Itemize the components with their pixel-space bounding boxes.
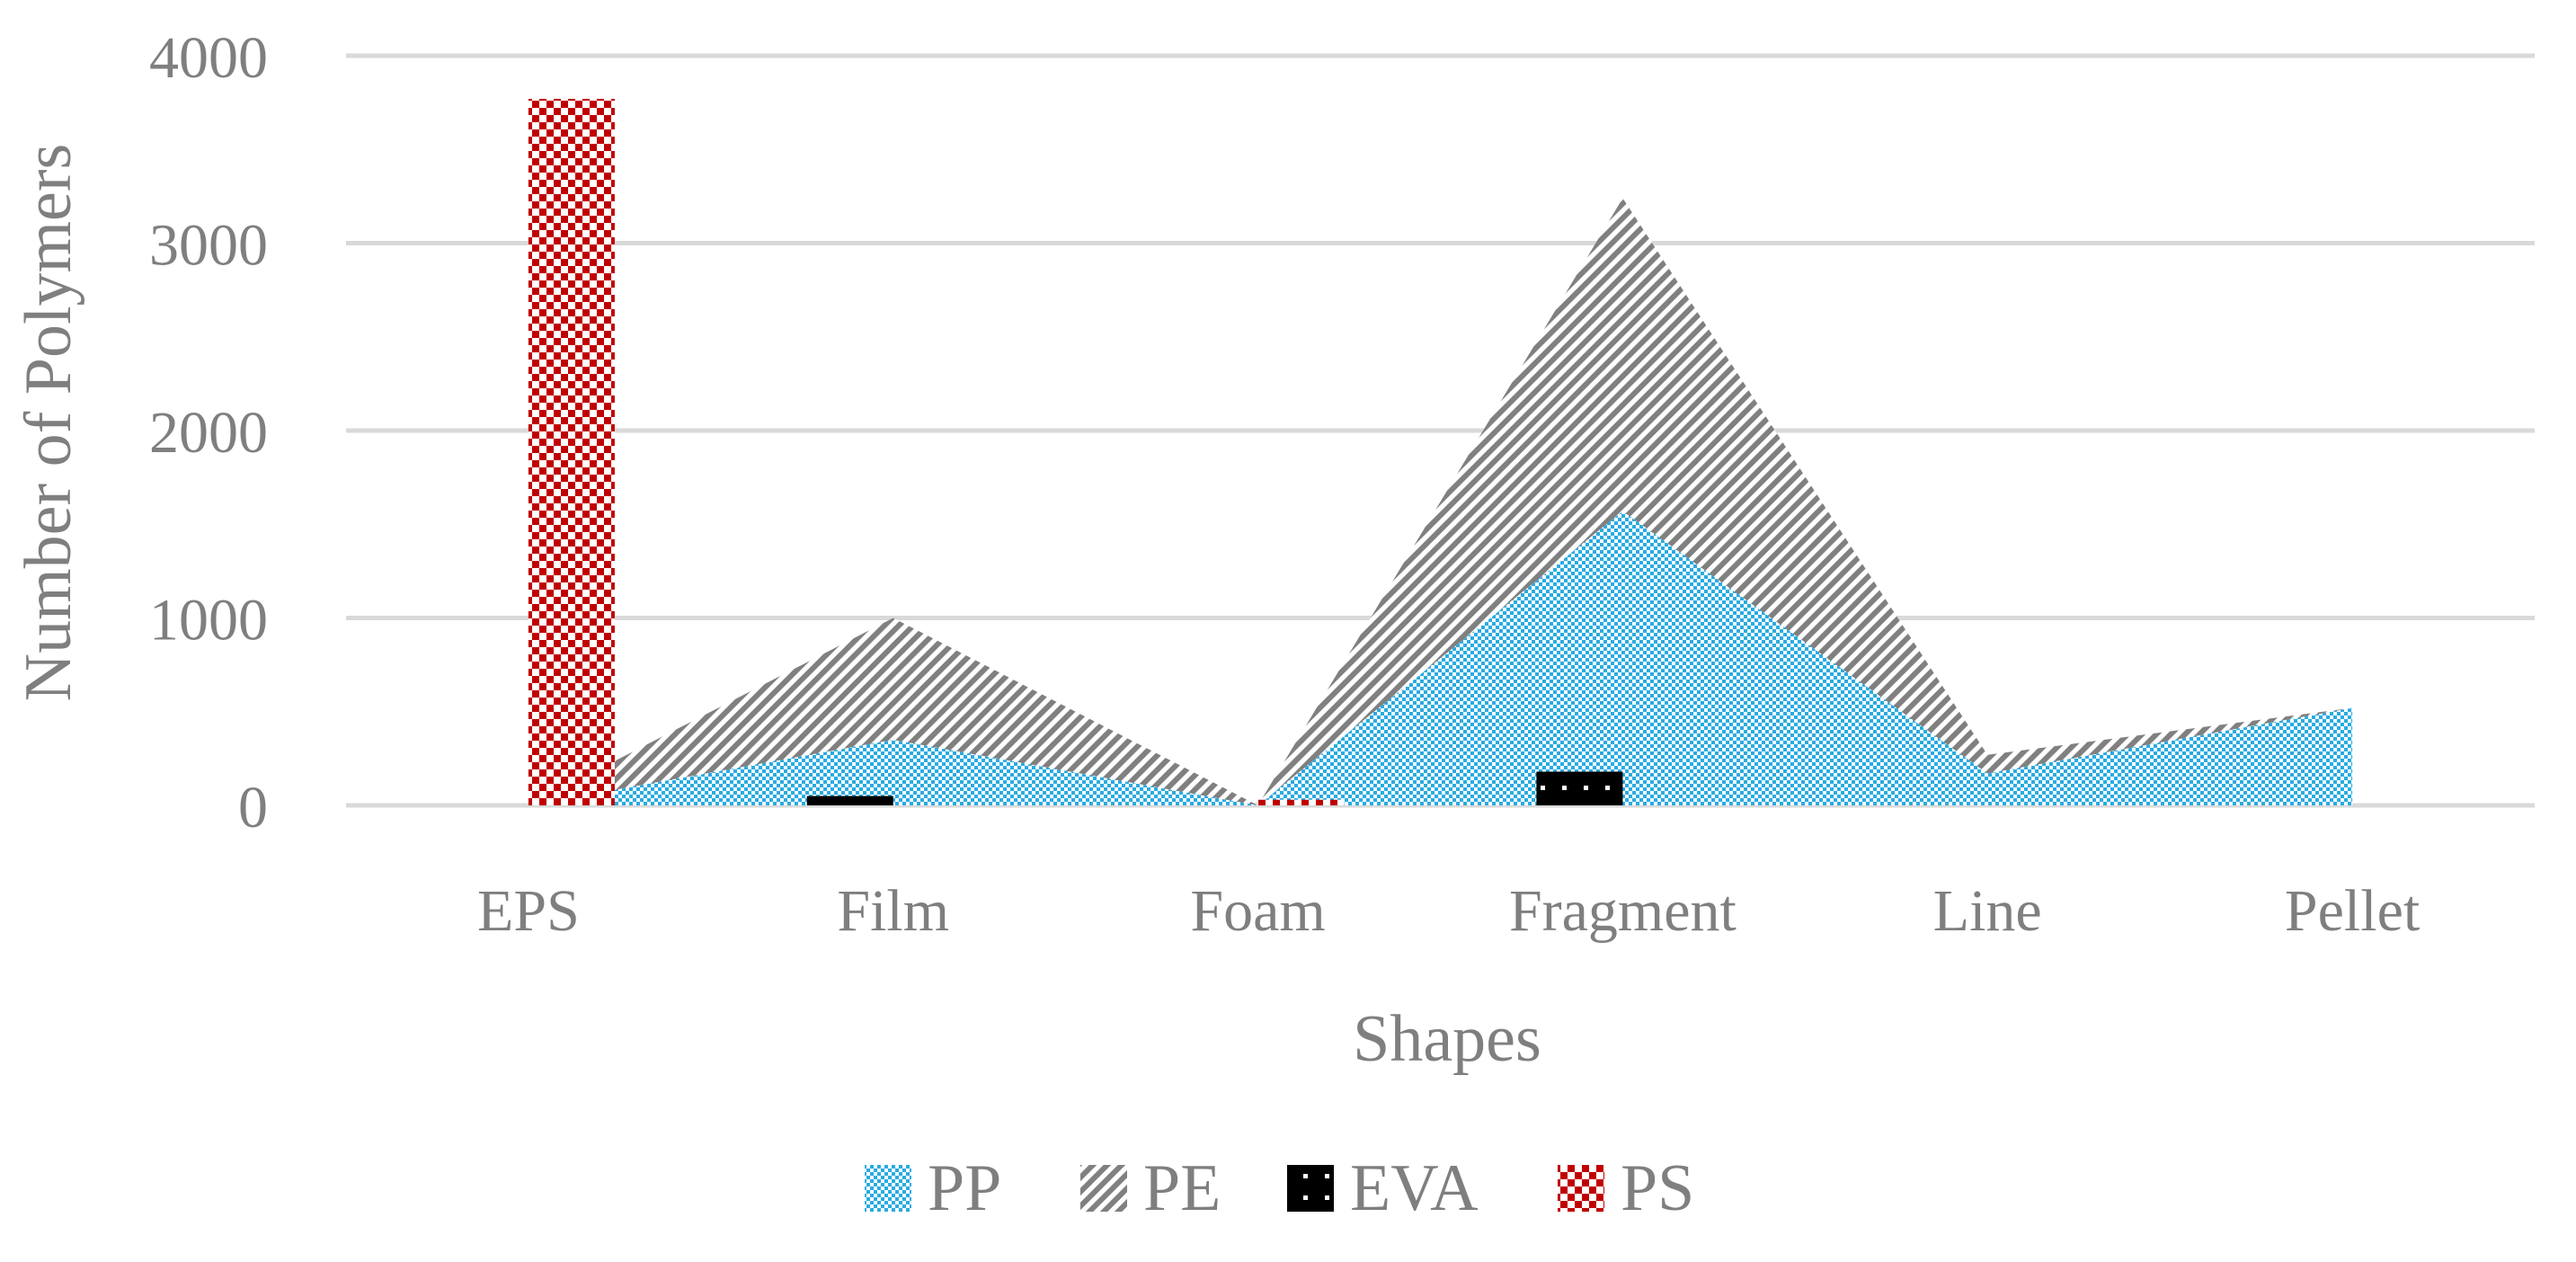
y-tick-label: 0 [238,775,268,840]
bar-ps-eps [528,98,615,805]
area-pe [528,198,2353,805]
legend-swatch-pe [1080,1165,1127,1212]
x-tick-label-eps: EPS [477,878,580,944]
x-tick-label-pellet: Pellet [2285,878,2420,944]
x-tick-label-film: Film [837,878,949,944]
legend-swatch-ps [1558,1165,1604,1212]
y-tick-label: 3000 [149,213,268,279]
legend-label-ps: PS [1621,1151,1694,1225]
x-axis-title: Shapes [1353,1002,1541,1076]
legend-label-eva: EVA [1350,1151,1479,1225]
legend-swatch-eva [1287,1165,1334,1212]
x-axis-ticks: EPS Film Foam Fragment Line Pellet [477,878,2420,944]
legend-swatch-pp [865,1165,911,1212]
legend-label-pp: PP [928,1151,1001,1225]
x-tick-label-fragment: Fragment [1509,878,1737,944]
legend: PP PE EVA PS [865,1151,1694,1225]
bar-ps-foam [1257,799,1345,805]
bar-eva-film [806,795,893,805]
bar-eva-fragment [1536,771,1623,805]
bars [528,98,1623,805]
y-tick-label: 4000 [149,25,268,91]
x-tick-label-foam: Foam [1190,878,1325,944]
legend-label-pe: PE [1143,1151,1221,1225]
y-axis-ticks: 0 1000 2000 3000 4000 [149,25,268,840]
stacked-areas [528,198,2353,805]
x-tick-label-line: Line [1933,878,2042,944]
y-tick-label: 1000 [149,588,268,653]
y-axis-title: Number of Polymers [12,144,85,702]
y-tick-label: 2000 [149,400,268,466]
